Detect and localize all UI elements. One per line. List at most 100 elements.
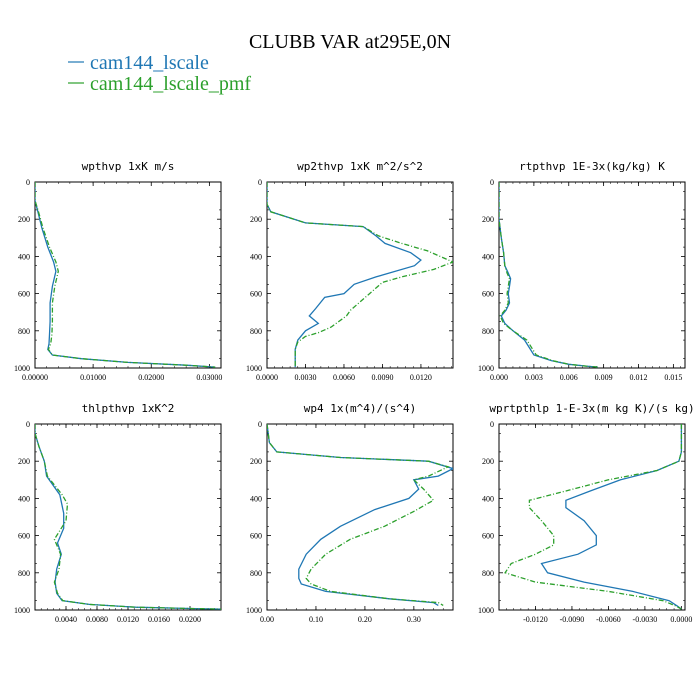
y-tick-label: 600: [482, 290, 494, 299]
x-tick-label: 0.01000: [80, 373, 106, 382]
series-line-lscale: [499, 182, 598, 368]
x-tick-label: 0.015: [664, 373, 682, 382]
series-line-lscale-pmf: [267, 182, 453, 368]
panel-title: wp2thvp 1xK m^2/s^2: [297, 160, 423, 173]
y-tick-label: 0: [258, 178, 262, 187]
y-tick-label: 600: [18, 290, 30, 299]
y-tick-label: 200: [250, 215, 262, 224]
series-line-lscale: [267, 182, 422, 368]
y-tick-label: 400: [250, 494, 262, 503]
x-tick-label: 0.003: [525, 373, 543, 382]
y-tick-label: 400: [482, 252, 494, 261]
y-tick-label: 800: [482, 569, 494, 578]
x-tick-label: 0.0200: [179, 615, 201, 624]
y-tick-label: 1000: [246, 364, 262, 373]
x-tick-label: 0.02000: [138, 373, 164, 382]
x-tick-label: 0.20: [358, 615, 372, 624]
y-tick-label: 200: [18, 215, 30, 224]
y-tick-label: 200: [250, 457, 262, 466]
y-tick-label: 1000: [14, 364, 30, 373]
legend: cam144_lscale cam144_lscale_pmf: [68, 52, 251, 95]
y-tick-label: 800: [482, 327, 494, 336]
x-tick-label: 0.0160: [148, 615, 170, 624]
x-tick-label: 0.0030: [294, 373, 316, 382]
y-tick-label: 0: [490, 178, 494, 187]
x-tick-label: -0.0090: [560, 615, 585, 624]
y-tick-label: 0: [490, 420, 494, 429]
x-tick-label: -0.0120: [523, 615, 548, 624]
series-line-lscale-pmf: [504, 424, 683, 610]
x-tick-label: 0.0000: [670, 615, 692, 624]
y-tick-label: 0: [26, 420, 30, 429]
x-tick-label: 0.00000: [22, 373, 48, 382]
x-tick-label: 0.03000: [196, 373, 222, 382]
panel-title: wprtpthlp 1-E-3x(m kg K)/(s kg): [489, 402, 694, 415]
x-tick-label: 0.0080: [86, 615, 108, 624]
x-tick-label: 0.30: [407, 615, 421, 624]
plot-frame: [498, 181, 686, 369]
series-line-lscale: [540, 424, 683, 610]
panel-title: wpthvp 1xK m/s: [82, 160, 175, 173]
y-tick-label: 600: [250, 532, 262, 541]
panel-title: wp4 1x(m^4)/(s^4): [304, 402, 417, 415]
y-tick-label: 800: [18, 569, 30, 578]
series-line-lscale: [267, 424, 453, 606]
panel-2: wp2thvp 1xK m^2/s^2020040060080010000.00…: [246, 160, 454, 382]
series-line-lscale-pmf: [35, 182, 216, 368]
plot-frame: [266, 181, 454, 369]
legend-label-pmf: cam144_lscale_pmf: [90, 73, 251, 95]
legend-label-lscale: cam144_lscale: [90, 52, 209, 74]
y-tick-label: 800: [18, 327, 30, 336]
y-tick-label: 600: [18, 532, 30, 541]
x-tick-label: 0.0120: [410, 373, 432, 382]
y-tick-label: 400: [250, 252, 262, 261]
x-tick-label: -0.0060: [596, 615, 621, 624]
panel-4: thlpthvp 1xK^2 0 200 400 600 800 1000 0.0040 0.0…: [14, 402, 222, 624]
plot-frame: [34, 423, 222, 611]
x-tick-label: 0.0040: [55, 615, 77, 624]
x-tick-label: 0.0120: [117, 615, 139, 624]
x-tick-label: 0.009: [595, 373, 613, 382]
panel-6: wprtpthlp 1-E-3x(m kg K)/(s kg) 0 200 400 60…: [478, 402, 695, 624]
y-tick-label: 200: [18, 457, 30, 466]
y-tick-label: 600: [250, 290, 262, 299]
y-tick-label: 1000: [478, 606, 494, 615]
y-tick-label: 600: [482, 532, 494, 541]
y-tick-label: 0: [26, 178, 30, 187]
plot-frame: [498, 423, 686, 611]
x-tick-label: 0.000: [490, 373, 508, 382]
y-tick-label: 1000: [478, 364, 494, 373]
y-tick-label: 400: [18, 494, 30, 503]
y-tick-label: 800: [250, 327, 262, 336]
x-tick-label: 0.006: [560, 373, 578, 382]
plot-frame: [34, 181, 222, 369]
series-line-lscale-pmf: [35, 424, 221, 610]
x-tick-label: 0.0000: [256, 373, 278, 382]
y-tick-label: 400: [18, 252, 30, 261]
series-line-lscale-pmf: [267, 424, 450, 606]
x-tick-label: 0.10: [309, 615, 323, 624]
series-line-lscale: [35, 182, 216, 368]
panel-title: rtpthvp 1E-3x(kg/kg) K: [519, 160, 665, 173]
y-tick-label: 1000: [246, 606, 262, 615]
series-line-lscale: [35, 424, 221, 610]
x-tick-label: 0.0090: [371, 373, 393, 382]
x-tick-label: 0.00: [260, 615, 274, 624]
panel-3: rtpthvp 1E-3x(kg/kg) K020040060080010000…: [478, 160, 686, 382]
y-tick-label: 0: [258, 420, 262, 429]
y-tick-label: 400: [482, 494, 494, 503]
x-tick-label: -0.0030: [633, 615, 658, 624]
y-tick-label: 200: [482, 457, 494, 466]
x-tick-label: 0.012: [630, 373, 648, 382]
y-tick-label: 200: [482, 215, 494, 224]
x-tick-label: 0.0060: [333, 373, 355, 382]
panel-title: thlpthvp 1xK^2: [82, 402, 175, 415]
y-tick-label: 800: [250, 569, 262, 578]
figure-title: CLUBB VAR at295E,0N: [249, 31, 451, 53]
plot-frame: [266, 423, 454, 611]
series-line-lscale-pmf: [499, 182, 598, 368]
